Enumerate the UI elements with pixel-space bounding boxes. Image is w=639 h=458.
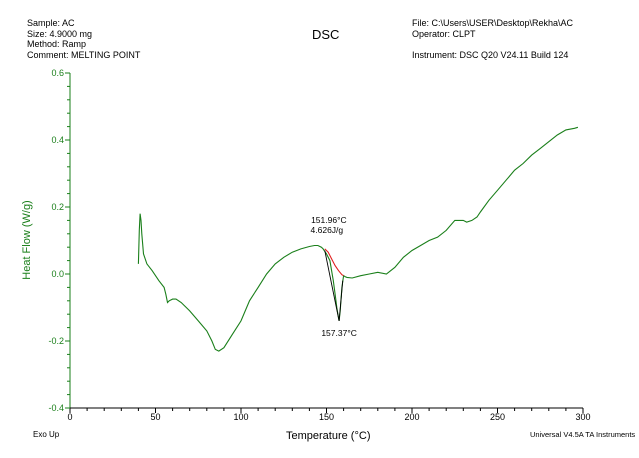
sample-size: Size: 4.9000 mg (27, 28, 93, 39)
comment: Comment: MELTING POINT (27, 49, 141, 60)
onset-temp-label: 151.96°C (311, 215, 347, 225)
x-tick-label: 50 (150, 412, 160, 422)
file-path: File: C:\Users\USER\Desktop\Rekha\AC (412, 18, 574, 28)
heat-flow-curve (137, 126, 579, 352)
y-tick-label: -0.2 (48, 336, 64, 346)
y-tick-label: -0.4 (48, 403, 64, 413)
run-info: File: C:\Users\USER\Desktop\Rekha\AC Ope… (412, 18, 573, 60)
sample-name: Sample: AC (27, 18, 75, 28)
y-tick-label: 0.6 (51, 68, 64, 78)
x-tick-label: 300 (575, 412, 590, 422)
x-tick-label: 150 (319, 412, 334, 422)
enthalpy-label: 4.626J/g (311, 225, 344, 235)
instrument: Instrument: DSC Q20 V24.11 Build 124 (412, 49, 569, 60)
peak-temp-label: 157.37°C (321, 328, 357, 338)
onset-tangent (324, 250, 340, 321)
exo-up-label: Exo Up (33, 430, 60, 439)
sample-info: Sample: AC Size: 4.9000 mg Method: Ramp … (27, 18, 140, 60)
x-tick-label: 100 (233, 412, 248, 422)
y-axis-label: Heat Flow (W/g) (21, 200, 33, 280)
y-tick-label: 0.4 (51, 135, 64, 145)
integration-baseline (324, 248, 344, 277)
y-tick-label: 0.0 (51, 269, 64, 279)
x-tick-label: 200 (404, 412, 419, 422)
chart-title: DSC (312, 27, 340, 42)
x-tick-label: 0 (67, 412, 72, 422)
operator: Operator: CLPT (412, 28, 476, 39)
y-tick-label: 0.2 (51, 202, 64, 212)
x-axis-label: Temperature (°C) (286, 430, 371, 442)
x-tick-label: 250 (490, 412, 505, 422)
method: Method: Ramp (27, 39, 87, 49)
software-label: Universal V4.5A TA Instruments (530, 430, 636, 439)
peak-tangent (338, 280, 344, 321)
